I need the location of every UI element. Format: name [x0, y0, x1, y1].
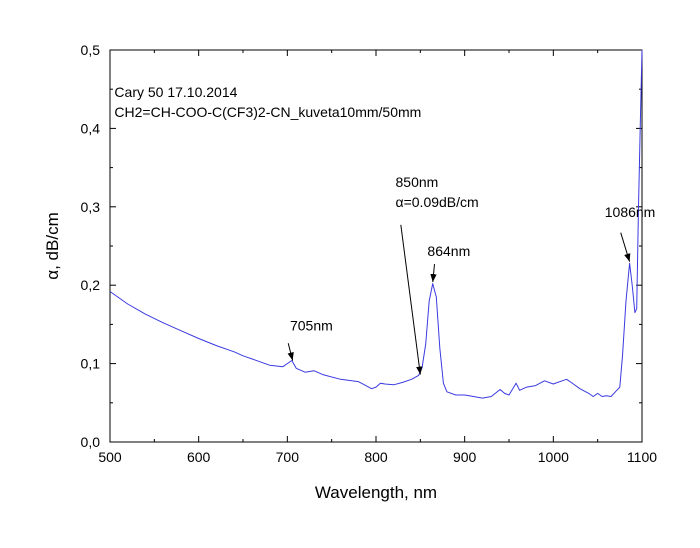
annotation-line: 705nm: [290, 318, 333, 334]
annotation-line: CH2=CH-COO-C(CF3)2-CN_kuveta10mm/50mm: [114, 104, 421, 120]
series-line: [109, 49, 643, 399]
ticks: 500 600 700 800 900 1000 1100 0,0 0,1 0,2 0,3 0,4 0,…: [81, 42, 658, 465]
annotation-text: 705nm: [290, 318, 333, 334]
x-tick-label: 500: [98, 449, 122, 465]
annotation-line: 1086nm: [605, 204, 656, 220]
x-tick-label: 700: [276, 449, 300, 465]
x-tick-label: 800: [364, 449, 388, 465]
x-tick-label: 900: [453, 449, 477, 465]
annotation-text: 1086nm: [605, 204, 656, 220]
x-tick-label: 1100: [627, 449, 657, 465]
annotation-arrow: [287, 343, 294, 361]
x-tick-label: 1000: [538, 449, 569, 465]
annotation-line: α=0.09dB/cm: [396, 194, 479, 210]
y-tick-label: 0,0: [81, 434, 101, 450]
annotation-arrow: [400, 224, 423, 375]
annotations: Cary 50 17.10.2014 CH2=CH-COO-C(CF3)2-CN_…: [114, 84, 655, 375]
y-tick-label: 0,2: [81, 277, 101, 293]
y-tick-label: 0,5: [81, 42, 101, 58]
x-axis-title: Wavelength, nm: [315, 483, 437, 502]
series-group: [109, 49, 643, 399]
y-tick-label: 0,4: [81, 120, 101, 136]
annotation-arrow: [620, 232, 631, 262]
annotation-text: 864nm: [427, 243, 470, 259]
annotation-line: 864nm: [427, 243, 470, 259]
y-tick-label: 0,1: [81, 356, 101, 372]
annotation-line: Cary 50 17.10.2014: [114, 84, 237, 100]
y-axis-title: α, dB/cm: [43, 212, 62, 279]
annotation-text: Cary 50 17.10.2014 CH2=CH-COO-C(CF3)2-CN_…: [114, 84, 421, 120]
annotation-text: 850nm α=0.09dB/cm: [396, 174, 479, 210]
x-tick-label: 600: [187, 449, 211, 465]
y-tick-label: 0,3: [81, 199, 101, 215]
annotation-arrow: [430, 263, 437, 283]
annotation-line: 850nm: [396, 174, 439, 190]
